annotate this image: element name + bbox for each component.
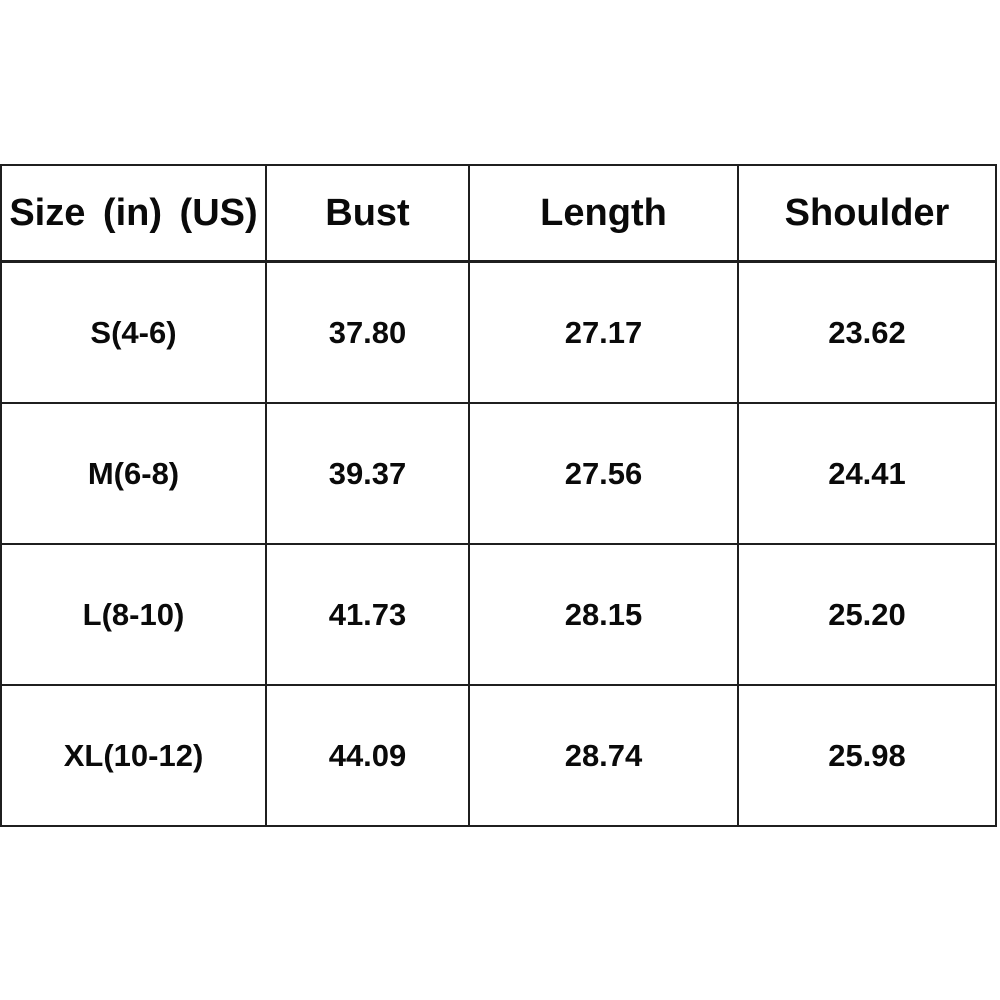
table-row-xl: XL(10-12) 44.09 28.74 25.98 [0, 684, 997, 827]
length-cell-s: 27.17 [468, 260, 739, 404]
table-row-l: L(8-10) 41.73 28.15 25.20 [0, 543, 997, 686]
size-cell-m: M(6-8) [0, 402, 267, 545]
header-bust: Bust [265, 164, 470, 263]
table-row-s: S(4-6) 37.80 27.17 23.62 [0, 260, 997, 404]
length-cell-l: 28.15 [468, 543, 739, 686]
bust-cell-m: 39.37 [265, 402, 470, 545]
size-cell-l: L(8-10) [0, 543, 267, 686]
size-chart-table: Size (in) (US) Bust Length Shoulder S(4-… [0, 164, 997, 827]
length-cell-m: 27.56 [468, 402, 739, 545]
size-cell-xl: XL(10-12) [0, 684, 267, 827]
header-length: Length [468, 164, 739, 263]
header-shoulder: Shoulder [737, 164, 997, 263]
bust-cell-xl: 44.09 [265, 684, 470, 827]
header-row: Size (in) (US) Bust Length Shoulder [0, 164, 997, 263]
header-size: Size (in) (US) [0, 164, 267, 263]
size-cell-s: S(4-6) [0, 260, 267, 404]
length-cell-xl: 28.74 [468, 684, 739, 827]
table-row-m: M(6-8) 39.37 27.56 24.41 [0, 402, 997, 545]
bust-cell-s: 37.80 [265, 260, 470, 404]
shoulder-cell-xl: 25.98 [737, 684, 997, 827]
shoulder-cell-m: 24.41 [737, 402, 997, 545]
bust-cell-l: 41.73 [265, 543, 470, 686]
shoulder-cell-s: 23.62 [737, 260, 997, 404]
shoulder-cell-l: 25.20 [737, 543, 997, 686]
